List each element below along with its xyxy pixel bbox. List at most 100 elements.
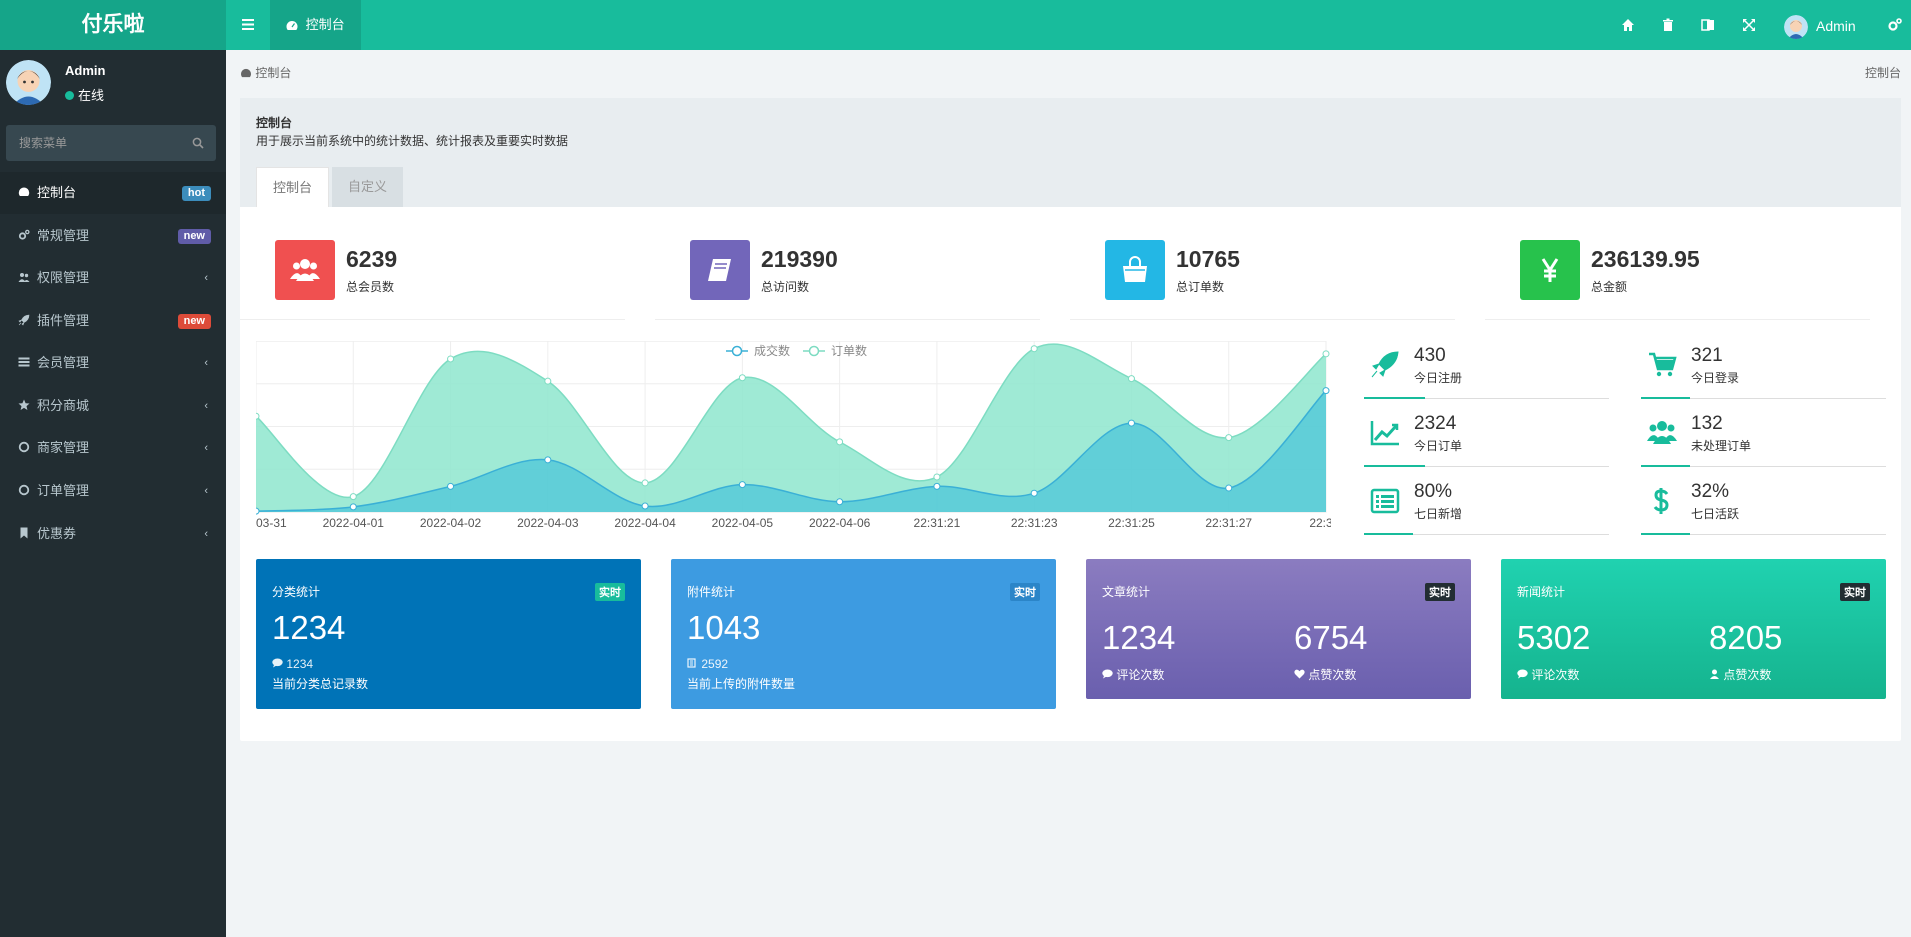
card-title: 附件统计 xyxy=(687,585,736,599)
card-category-stats: 分类统计 实时 1234 1234 当前分类总记录数 xyxy=(256,559,641,709)
chart-point xyxy=(349,493,357,501)
sidebar-item-plugins[interactable]: 插件管理 new xyxy=(0,300,226,342)
comment-icon xyxy=(1102,669,1113,679)
sidebar-item-merchants[interactable]: 商家管理 ‹ xyxy=(0,427,226,469)
stat-icon-box xyxy=(275,240,335,300)
mini-stat-value: 430 xyxy=(1414,345,1446,366)
card-label-text: 点赞次数 xyxy=(1308,668,1357,682)
card-attachment-stats: 附件统计 实时 1043 2592 当前上传的附件数量 xyxy=(671,559,1056,709)
sidebar-item-label: 权限管理 xyxy=(37,270,90,285)
chart-point xyxy=(252,412,260,420)
chart-point xyxy=(349,503,357,511)
card-title: 文章统计 xyxy=(1102,585,1151,599)
sidebar-item-label: 插件管理 xyxy=(37,313,90,328)
realtime-badge: 实时 xyxy=(595,583,625,601)
tab-dashboard[interactable]: 控制台 xyxy=(270,0,361,50)
mini-stat-today-login: 321 今日登录 xyxy=(1641,341,1886,399)
tab-custom[interactable]: 自定义 xyxy=(332,167,404,207)
chart-point xyxy=(738,374,746,382)
card-sub: 1234 xyxy=(272,657,313,671)
chart-x-tick-label: 2022-04-06 xyxy=(809,516,871,529)
app-logo[interactable]: 付乐啦 xyxy=(0,0,226,50)
sidebar-item-members[interactable]: 会员管理 ‹ xyxy=(0,342,226,384)
stat-icon-box xyxy=(1520,240,1580,300)
gears-icon[interactable] xyxy=(1887,17,1903,33)
card-value-likes: 8205 xyxy=(1709,619,1783,656)
new-badge: new xyxy=(177,314,211,329)
chart-point xyxy=(1225,484,1233,492)
stat-label: 总会员数 xyxy=(346,280,395,294)
breadcrumb-right: 控制台 xyxy=(1864,66,1901,80)
sidebar-item-dashboard[interactable]: 控制台 hot xyxy=(0,172,226,214)
circle-icon xyxy=(18,484,30,496)
sidebar-item-label: 会员管理 xyxy=(37,355,90,370)
chart-point xyxy=(738,481,746,489)
chart-x-tick-label: 03-31 xyxy=(256,516,287,529)
chevron-left-icon: ‹ xyxy=(204,357,208,369)
fullscreen-icon[interactable] xyxy=(1741,17,1757,33)
chart-point xyxy=(1127,375,1135,383)
realtime-badge: 实时 xyxy=(1425,583,1455,601)
mini-stat-label: 七日新增 xyxy=(1414,507,1463,521)
sidebar-item-permissions[interactable]: 权限管理 ‹ xyxy=(0,257,226,299)
card-value: 1234 xyxy=(272,609,346,646)
users-icon xyxy=(1647,421,1677,444)
card-label-likes: 点赞次数 xyxy=(1709,666,1771,683)
tab-console[interactable]: 控制台 xyxy=(256,167,330,207)
search-icon[interactable] xyxy=(192,137,204,149)
chart-point xyxy=(1225,434,1233,442)
shopping-bag-icon xyxy=(1123,256,1147,282)
sidebar-item-general[interactable]: 常规管理 new xyxy=(0,215,226,257)
star-icon xyxy=(18,399,30,410)
bars-icon xyxy=(242,19,254,30)
card-label-likes: 点赞次数 xyxy=(1294,666,1356,683)
top-user-menu[interactable]: Admin xyxy=(1784,13,1856,40)
area-chart-icon xyxy=(1370,421,1399,446)
users-icon xyxy=(18,273,30,282)
card-description: 当前分类总记录数 xyxy=(272,677,369,691)
mini-stat-seven-day-new: 80% 七日新增 xyxy=(1364,477,1609,535)
sidebar-search-input[interactable]: 搜索菜单 xyxy=(6,125,216,161)
card-title: 新闻统计 xyxy=(1517,585,1566,599)
dollar-icon xyxy=(1653,488,1669,514)
heart-icon xyxy=(1294,669,1305,679)
stat-icon-box xyxy=(690,240,750,300)
card-value-likes: 6754 xyxy=(1294,619,1368,656)
list-icon xyxy=(18,357,30,367)
stat-total-amount: 236139.95 总金额 xyxy=(1485,238,1870,320)
chart-x-tick-label: 22:31:25 xyxy=(1108,516,1155,529)
menu-toggle-button[interactable] xyxy=(226,0,270,50)
sidebar-item-label: 积分商城 xyxy=(37,398,90,413)
card-news-stats: 新闻统计 实时 5302 评论次数 8205 点赞次数 xyxy=(1501,559,1886,699)
sidebar-item-points-mall[interactable]: 积分商城 ‹ xyxy=(0,385,226,427)
mini-stat-today-orders: 2324 今日订单 xyxy=(1364,409,1609,467)
mini-stat-label: 七日活跃 xyxy=(1691,507,1740,521)
translate-icon[interactable] xyxy=(1700,17,1716,33)
sidebar-item-orders[interactable]: 订单管理 ‹ xyxy=(0,470,226,512)
card-value-comments: 1234 xyxy=(1102,619,1176,656)
card-label-comments: 评论次数 xyxy=(1517,666,1579,683)
rocket-icon xyxy=(1371,351,1399,378)
chart-point xyxy=(836,498,844,506)
sidebar-avatar xyxy=(6,60,51,105)
stat-label: 总访问数 xyxy=(761,280,810,294)
chart-x-tick-label: 22:31:23 xyxy=(1011,516,1058,529)
sidebar-item-label: 控制台 xyxy=(37,185,77,200)
mini-stat-today-register: 430 今日注册 xyxy=(1364,341,1609,399)
trash-icon[interactable] xyxy=(1660,17,1676,33)
mini-stat-value: 80% xyxy=(1414,481,1453,502)
home-icon[interactable] xyxy=(1620,17,1636,33)
chart-point xyxy=(1127,419,1135,427)
chart-point xyxy=(1322,387,1330,395)
sidebar-item-label: 常规管理 xyxy=(37,228,90,243)
chart-point xyxy=(544,456,552,464)
trend-chart: 03-31 2022-04-01 2022-04-02 2022-04-03 2022-… xyxy=(252,340,1343,530)
breadcrumb-current[interactable]: 控制台 xyxy=(255,66,292,80)
mini-stat-value: 2324 xyxy=(1414,413,1457,434)
chart-x-tick-label: 2022-04-04 xyxy=(614,516,676,529)
card-label-text: 点赞次数 xyxy=(1723,668,1772,682)
sidebar-item-coupons[interactable]: 优惠券 ‹ xyxy=(0,513,226,555)
bookmark-icon xyxy=(20,527,28,539)
chart-legend-label: 成交数 xyxy=(754,343,790,358)
stat-icon-box xyxy=(1105,240,1165,300)
